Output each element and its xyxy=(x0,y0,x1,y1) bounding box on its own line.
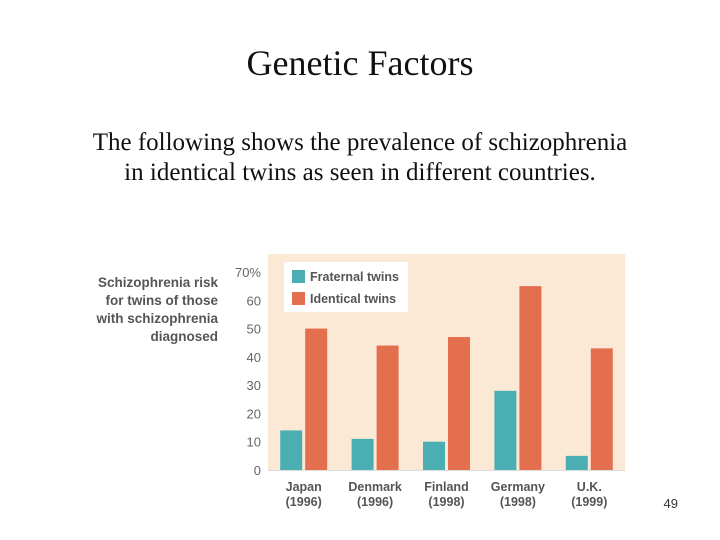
slide-subtitle: The following shows the prevalence of sc… xyxy=(92,129,628,186)
bar-identical xyxy=(519,286,542,470)
x-tick-year: (1999) xyxy=(571,495,607,509)
chart-title-line: with schizophrenia xyxy=(95,311,218,326)
chart-svg: Schizophrenia risk for twins of those with… xyxy=(95,254,625,509)
x-tick-label: Japan xyxy=(286,480,322,494)
chart-title-line: diagnosed xyxy=(150,329,218,344)
y-tick-label: 20 xyxy=(247,406,261,421)
chart-title-line: Schizophrenia risk xyxy=(98,275,219,290)
x-tick-year: (1998) xyxy=(428,495,464,509)
chart-title: Schizophrenia risk for twins of those with… xyxy=(95,275,218,344)
y-tick-label: 70% xyxy=(235,265,261,280)
bars xyxy=(280,286,613,470)
chart: Schizophrenia risk for twins of those with… xyxy=(88,248,628,518)
bar-identical xyxy=(305,328,328,470)
legend-swatch xyxy=(292,292,305,305)
bar-fraternal xyxy=(351,438,374,470)
x-axis-labels: Japan(1996)Denmark(1996)Finland(1998)Ger… xyxy=(286,480,608,509)
legend-label: Identical twins xyxy=(310,292,396,306)
y-tick-label: 60 xyxy=(247,293,261,308)
y-tick-label: 0 xyxy=(254,463,261,478)
bar-identical xyxy=(590,348,613,470)
x-tick-label: U.K. xyxy=(577,480,602,494)
y-tick-label: 50 xyxy=(247,322,261,337)
x-tick-label: Denmark xyxy=(348,480,402,494)
x-tick-label: Germany xyxy=(491,480,545,494)
x-tick-year: (1998) xyxy=(500,495,536,509)
bar-identical xyxy=(448,337,470,470)
y-tick-label: 40 xyxy=(247,350,261,365)
x-tick-year: (1996) xyxy=(357,495,393,509)
legend-label: Fraternal twins xyxy=(310,270,399,284)
bar-fraternal xyxy=(565,455,588,470)
slide-title: Genetic Factors xyxy=(246,43,474,83)
bar-fraternal xyxy=(423,441,445,470)
bar-fraternal xyxy=(494,390,517,470)
chart-title-line: for twins of those xyxy=(106,293,219,308)
x-tick-year: (1996) xyxy=(286,495,322,509)
page-number: 49 xyxy=(663,496,678,511)
y-tick-label: 10 xyxy=(247,435,261,450)
legend: Fraternal twins Identical twins xyxy=(284,262,408,312)
legend-swatch xyxy=(292,270,305,283)
x-tick-label: Finland xyxy=(424,480,468,494)
bar-fraternal xyxy=(280,430,303,470)
y-tick-label: 30 xyxy=(247,378,261,393)
bar-identical xyxy=(376,345,399,470)
